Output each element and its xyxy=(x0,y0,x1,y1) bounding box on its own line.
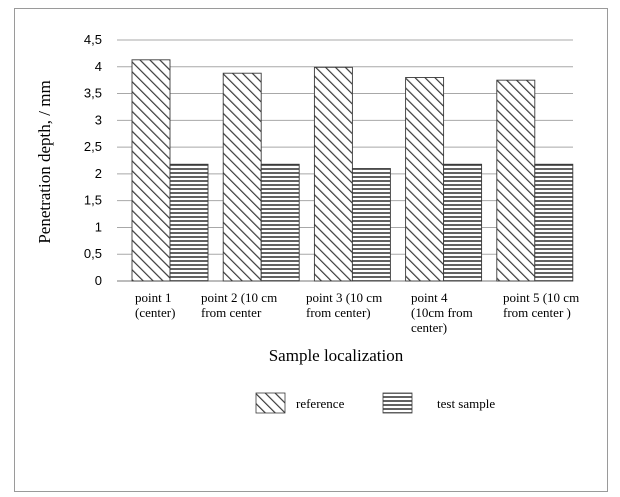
x-category-label: point 5 (10 cm from center ) xyxy=(503,290,579,320)
x-axis-categories: point 1 (center) point 2 (10 cm from center… xyxy=(135,290,579,335)
legend: reference test sample xyxy=(255,392,495,414)
y-tick-label: 3,5 xyxy=(84,86,102,101)
legend-swatch-test-sample xyxy=(382,392,413,414)
y-tick-label: 3 xyxy=(95,112,102,127)
y-tick-label: 4,5 xyxy=(84,32,102,47)
y-tick-label: 1 xyxy=(95,219,102,234)
bar-test-sample xyxy=(443,163,483,282)
x-category-label: point 1 (center) xyxy=(135,290,175,320)
y-tick-label: 0 xyxy=(95,273,102,288)
legend-label-reference: reference xyxy=(296,396,345,411)
y-tick-label: 4 xyxy=(95,59,102,74)
x-axis-label: Sample localization xyxy=(269,346,404,365)
legend-swatch-reference xyxy=(255,392,286,414)
legend-label-test-sample: test sample xyxy=(437,396,495,411)
bar-reference xyxy=(131,59,171,282)
y-tick-label: 1,5 xyxy=(84,193,102,208)
x-category-label: point 2 (10 cm from center xyxy=(201,290,277,320)
bar-test-sample xyxy=(534,163,574,282)
x-category-label: point 4 (10cm from center) xyxy=(411,290,473,335)
bar-reference xyxy=(222,72,262,282)
bar-test-sample xyxy=(260,163,300,282)
bar-reference xyxy=(313,66,353,282)
y-tick-label: 2,5 xyxy=(84,139,102,154)
bar-reference xyxy=(496,79,536,282)
y-tick-label: 2 xyxy=(95,166,102,181)
bar-reference xyxy=(405,77,445,282)
y-axis-label: Penetration depth, / mm xyxy=(35,80,54,243)
bar-test-sample xyxy=(169,163,209,282)
y-tick-label: 0,5 xyxy=(84,246,102,261)
bars xyxy=(131,59,574,282)
y-axis-ticks: 0 0,5 1 1,5 2 2,5 3 3,5 4 4,5 xyxy=(84,32,102,288)
bar-test-sample xyxy=(351,168,391,282)
x-category-label: point 3 (10 cm from center) xyxy=(306,290,382,320)
